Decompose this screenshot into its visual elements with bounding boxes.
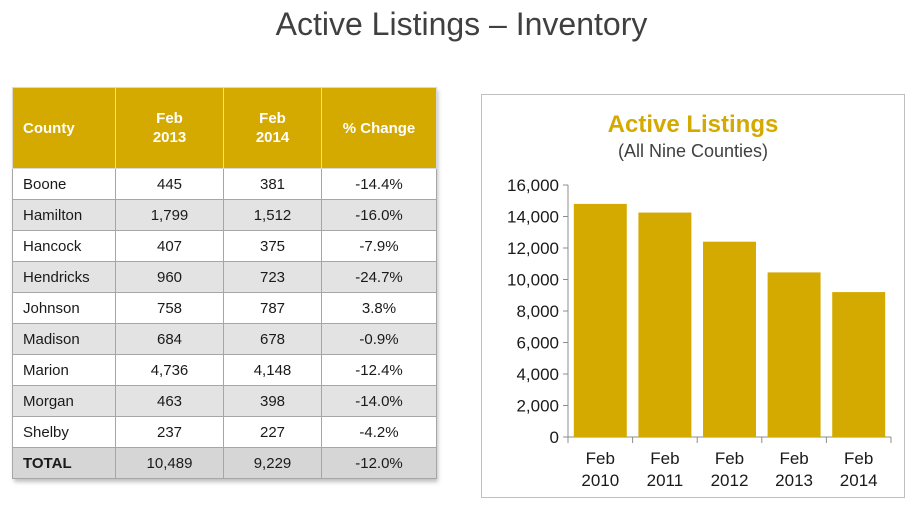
county-cell: Morgan	[12, 385, 116, 417]
table-row: Marion 4,736 4,148 -12.4%	[12, 354, 437, 386]
feb-2013-cell: 758	[115, 292, 224, 324]
x-tick-label: Feb	[844, 449, 873, 468]
table-row: Johnson 758 787 3.8%	[12, 292, 437, 324]
change-cell: -14.4%	[321, 168, 437, 200]
y-tick-label: 12,000	[507, 239, 559, 258]
table-row: Hamilton 1,799 1,512 -16.0%	[12, 199, 437, 231]
feb-2014-cell: 787	[223, 292, 322, 324]
inventory-table-container: County Feb 2013 Feb 2014 % Change Boone 44…	[12, 87, 437, 479]
feb-2014-cell: 723	[223, 261, 322, 293]
change-cell: 3.8%	[321, 292, 437, 324]
bar	[832, 292, 886, 437]
y-tick-label: 0	[550, 428, 559, 447]
feb-2014-cell: 381	[223, 168, 322, 200]
bar	[638, 212, 692, 437]
header-feb-2013: Feb 2013	[115, 87, 224, 169]
table-row: Boone 445 381 -14.4%	[12, 168, 437, 200]
x-tick-label: 2010	[581, 471, 619, 490]
table-row: Madison 684 678 -0.9%	[12, 323, 437, 355]
feb-2013-cell: 960	[115, 261, 224, 293]
change-cell: -12.4%	[321, 354, 437, 386]
x-tick-label: 2014	[840, 471, 878, 490]
change-cell: -14.0%	[321, 385, 437, 417]
change-cell: -24.7%	[321, 261, 437, 293]
county-cell: Boone	[12, 168, 116, 200]
x-tick-label: 2013	[775, 471, 813, 490]
county-cell: Madison	[12, 323, 116, 355]
table-row: Hancock 407 375 -7.9%	[12, 230, 437, 262]
x-tick-label: Feb	[715, 449, 744, 468]
bar-chart-svg: 0 2,000 4,000 6,000 8,000 10,000 12,000 14,000 1…	[507, 176, 892, 490]
y-tick-label: 10,000	[507, 271, 559, 290]
feb-2013-cell: 445	[115, 168, 224, 200]
feb-2013-cell: 1,799	[115, 199, 224, 231]
y-tick-label: 8,000	[516, 302, 559, 321]
x-tick-label: 2012	[711, 471, 749, 490]
county-cell: Hendricks	[12, 261, 116, 293]
header-county: County	[12, 87, 116, 169]
feb-2014-cell: 678	[223, 323, 322, 355]
feb-2014-cell: 1,512	[223, 199, 322, 231]
bar	[573, 203, 627, 437]
total-change-cell: -12.0%	[321, 447, 437, 479]
x-tick-label: 2011	[647, 471, 684, 490]
feb-2013-cell: 684	[115, 323, 224, 355]
table-header-row: County Feb 2013 Feb 2014 % Change	[12, 87, 437, 169]
y-tick-label: 14,000	[507, 208, 559, 227]
feb-2013-cell: 407	[115, 230, 224, 262]
table-row: Hendricks 960 723 -24.7%	[12, 261, 437, 293]
change-cell: -0.9%	[321, 323, 437, 355]
y-tick-label: 6,000	[516, 334, 559, 353]
feb-2013-cell: 463	[115, 385, 224, 417]
y-tick-label: 4,000	[516, 365, 559, 384]
feb-2013-cell: 4,736	[115, 354, 224, 386]
x-tick-label: Feb	[650, 449, 679, 468]
y-tick-label: 16,000	[507, 176, 559, 195]
feb-2014-cell: 398	[223, 385, 322, 417]
x-tick-label: Feb	[586, 449, 615, 468]
county-cell: Johnson	[12, 292, 116, 324]
total-feb-2014-cell: 9,229	[223, 447, 322, 479]
table-total-row: TOTAL 10,489 9,229 -12.0%	[12, 447, 437, 479]
page-title: Active Listings – Inventory	[275, 6, 648, 42]
county-cell: Hamilton	[12, 199, 116, 231]
county-cell: Marion	[12, 354, 116, 386]
y-tick-label: 2,000	[516, 397, 559, 416]
change-cell: -4.2%	[321, 416, 437, 448]
header-percent-change: % Change	[321, 87, 437, 169]
feb-2014-cell: 4,148	[223, 354, 322, 386]
county-cell: Hancock	[12, 230, 116, 262]
feb-2014-cell: 375	[223, 230, 322, 262]
table-row: Shelby 237 227 -4.2%	[12, 416, 437, 448]
table-row: Morgan 463 398 -14.0%	[12, 385, 437, 417]
active-listings-chart: Active Listings (All Nine Counties) 0 2,0…	[481, 94, 905, 498]
bar	[767, 272, 821, 437]
change-cell: -7.9%	[321, 230, 437, 262]
total-label-cell: TOTAL	[12, 447, 116, 479]
x-tick-label: Feb	[779, 449, 808, 468]
feb-2013-cell: 237	[115, 416, 224, 448]
bar	[703, 241, 756, 437]
chart-title: Active Listings	[607, 111, 779, 138]
header-feb-2014: Feb 2014	[223, 87, 322, 169]
chart-subtitle: (All Nine Counties)	[617, 141, 769, 161]
total-feb-2013-cell: 10,489	[115, 447, 224, 479]
feb-2014-cell: 227	[223, 416, 322, 448]
inventory-table: County Feb 2013 Feb 2014 % Change Boone 44…	[12, 87, 437, 479]
change-cell: -16.0%	[321, 199, 437, 231]
county-cell: Shelby	[12, 416, 116, 448]
